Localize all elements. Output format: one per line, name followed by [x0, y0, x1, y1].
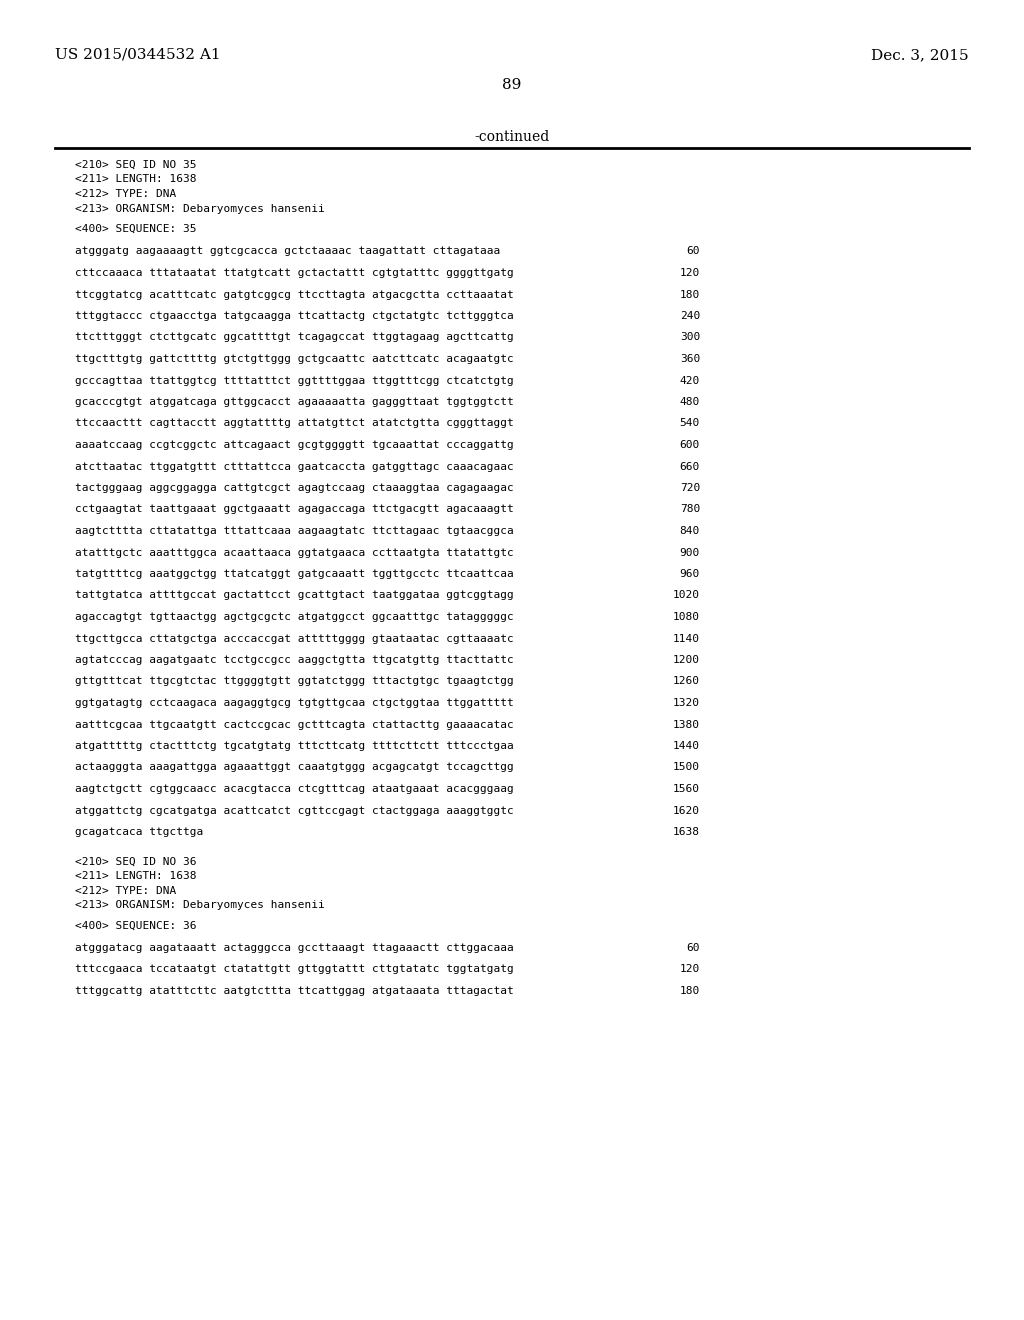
Text: 660: 660: [680, 462, 700, 471]
Text: 1260: 1260: [673, 676, 700, 686]
Text: <211> LENGTH: 1638: <211> LENGTH: 1638: [75, 174, 197, 185]
Text: <210> SEQ ID NO 36: <210> SEQ ID NO 36: [75, 857, 197, 866]
Text: gcacccgtgt atggatcaga gttggcacct agaaaaatta gagggttaat tggtggtctt: gcacccgtgt atggatcaga gttggcacct agaaaaa…: [75, 397, 514, 407]
Text: tatgttttcg aaatggctgg ttatcatggt gatgcaaatt tggttgcctc ttcaattcaa: tatgttttcg aaatggctgg ttatcatggt gatgcaa…: [75, 569, 514, 579]
Text: 120: 120: [680, 268, 700, 279]
Text: 480: 480: [680, 397, 700, 407]
Text: tttggcattg atatttcttc aatgtcttta ttcattggag atgataaata tttagactat: tttggcattg atatttcttc aatgtcttta ttcattg…: [75, 986, 514, 997]
Text: 840: 840: [680, 525, 700, 536]
Text: 720: 720: [680, 483, 700, 492]
Text: 120: 120: [680, 965, 700, 974]
Text: 89: 89: [503, 78, 521, 92]
Text: 180: 180: [680, 986, 700, 997]
Text: 780: 780: [680, 504, 700, 515]
Text: 300: 300: [680, 333, 700, 342]
Text: cctgaagtat taattgaaat ggctgaaatt agagaccaga ttctgacgtt agacaaagtt: cctgaagtat taattgaaat ggctgaaatt agagacc…: [75, 504, 514, 515]
Text: 60: 60: [686, 247, 700, 256]
Text: 1020: 1020: [673, 590, 700, 601]
Text: 60: 60: [686, 942, 700, 953]
Text: actaagggta aaagattgga agaaattggt caaatgtggg acgagcatgt tccagcttgg: actaagggta aaagattgga agaaattggt caaatgt…: [75, 763, 514, 772]
Text: aagtctttta cttatattga tttattcaaa aagaagtatc ttcttagaac tgtaacggca: aagtctttta cttatattga tttattcaaa aagaagt…: [75, 525, 514, 536]
Text: agaccagtgt tgttaactgg agctgcgctc atgatggcct ggcaatttgc tatagggggc: agaccagtgt tgttaactgg agctgcgctc atgatgg…: [75, 612, 514, 622]
Text: <212> TYPE: DNA: <212> TYPE: DNA: [75, 886, 176, 895]
Text: atgggatg aagaaaagtt ggtcgcacca gctctaaaac taagattatt cttagataaa: atgggatg aagaaaagtt ggtcgcacca gctctaaaa…: [75, 247, 501, 256]
Text: gcccagttaa ttattggtcg ttttatttct ggttttggaa ttggtttcgg ctcatctgtg: gcccagttaa ttattggtcg ttttatttct ggttttg…: [75, 375, 514, 385]
Text: <400> SEQUENCE: 36: <400> SEQUENCE: 36: [75, 920, 197, 931]
Text: 1380: 1380: [673, 719, 700, 730]
Text: tttggtaccc ctgaacctga tatgcaagga ttcattactg ctgctatgtc tcttgggtca: tttggtaccc ctgaacctga tatgcaagga ttcatta…: [75, 312, 514, 321]
Text: 900: 900: [680, 548, 700, 557]
Text: 1320: 1320: [673, 698, 700, 708]
Text: <211> LENGTH: 1638: <211> LENGTH: 1638: [75, 871, 197, 880]
Text: agtatcccag aagatgaatc tcctgccgcc aaggctgtta ttgcatgttg ttacttattc: agtatcccag aagatgaatc tcctgccgcc aaggctg…: [75, 655, 514, 665]
Text: 1200: 1200: [673, 655, 700, 665]
Text: aaaatccaag ccgtcggctc attcagaact gcgtggggtt tgcaaattat cccaggattg: aaaatccaag ccgtcggctc attcagaact gcgtggg…: [75, 440, 514, 450]
Text: 540: 540: [680, 418, 700, 429]
Text: 1080: 1080: [673, 612, 700, 622]
Text: 180: 180: [680, 289, 700, 300]
Text: 1638: 1638: [673, 828, 700, 837]
Text: -continued: -continued: [474, 129, 550, 144]
Text: <400> SEQUENCE: 35: <400> SEQUENCE: 35: [75, 224, 197, 234]
Text: atcttaatac ttggatgttt ctttattcca gaatcaccta gatggttagc caaacagaac: atcttaatac ttggatgttt ctttattcca gaatcac…: [75, 462, 514, 471]
Text: tactgggaag aggcggagga cattgtcgct agagtccaag ctaaaggtaa cagagaagac: tactgggaag aggcggagga cattgtcgct agagtcc…: [75, 483, 514, 492]
Text: 240: 240: [680, 312, 700, 321]
Text: cttccaaaca tttataatat ttatgtcatt gctactattt cgtgtatttc ggggttgatg: cttccaaaca tttataatat ttatgtcatt gctacta…: [75, 268, 514, 279]
Text: 600: 600: [680, 440, 700, 450]
Text: <213> ORGANISM: Debaryomyces hansenii: <213> ORGANISM: Debaryomyces hansenii: [75, 900, 325, 909]
Text: ttccaacttt cagttacctt aggtattttg attatgttct atatctgtta cgggttaggt: ttccaacttt cagttacctt aggtattttg attatgt…: [75, 418, 514, 429]
Text: 420: 420: [680, 375, 700, 385]
Text: ggtgatagtg cctcaagaca aagaggtgcg tgtgttgcaa ctgctggtaa ttggattttt: ggtgatagtg cctcaagaca aagaggtgcg tgtgttg…: [75, 698, 514, 708]
Text: aatttcgcaa ttgcaatgtt cactccgcac gctttcagta ctattacttg gaaaacatac: aatttcgcaa ttgcaatgtt cactccgcac gctttca…: [75, 719, 514, 730]
Text: tttccgaaca tccataatgt ctatattgtt gttggtattt cttgtatatc tggtatgatg: tttccgaaca tccataatgt ctatattgtt gttggta…: [75, 965, 514, 974]
Text: 360: 360: [680, 354, 700, 364]
Text: US 2015/0344532 A1: US 2015/0344532 A1: [55, 48, 220, 62]
Text: aagtctgctt cgtggcaacc acacgtacca ctcgtttcag ataatgaaat acacgggaag: aagtctgctt cgtggcaacc acacgtacca ctcgttt…: [75, 784, 514, 795]
Text: ttgcttgcca cttatgctga acccaccgat atttttgggg gtaataatac cgttaaaatc: ttgcttgcca cttatgctga acccaccgat atttttg…: [75, 634, 514, 644]
Text: Dec. 3, 2015: Dec. 3, 2015: [871, 48, 969, 62]
Text: tattgtatca attttgccat gactattcct gcattgtact taatggataa ggtcggtagg: tattgtatca attttgccat gactattcct gcattgt…: [75, 590, 514, 601]
Text: 1560: 1560: [673, 784, 700, 795]
Text: atgatttttg ctactttctg tgcatgtatg tttcttcatg ttttcttctt tttccctgaa: atgatttttg ctactttctg tgcatgtatg tttcttc…: [75, 741, 514, 751]
Text: 960: 960: [680, 569, 700, 579]
Text: ttcggtatcg acatttcatc gatgtcggcg ttccttagta atgacgctta ccttaaatat: ttcggtatcg acatttcatc gatgtcggcg ttcctta…: [75, 289, 514, 300]
Text: <213> ORGANISM: Debaryomyces hansenii: <213> ORGANISM: Debaryomyces hansenii: [75, 203, 325, 214]
Text: ttctttgggt ctcttgcatc ggcattttgt tcagagccat ttggtagaag agcttcattg: ttctttgggt ctcttgcatc ggcattttgt tcagagc…: [75, 333, 514, 342]
Text: atgggatacg aagataaatt actagggcca gccttaaagt ttagaaactt cttggacaaa: atgggatacg aagataaatt actagggcca gccttaa…: [75, 942, 514, 953]
Text: ttgctttgtg gattcttttg gtctgttggg gctgcaattc aatcttcatc acagaatgtc: ttgctttgtg gattcttttg gtctgttggg gctgcaa…: [75, 354, 514, 364]
Text: 1440: 1440: [673, 741, 700, 751]
Text: <210> SEQ ID NO 35: <210> SEQ ID NO 35: [75, 160, 197, 170]
Text: 1500: 1500: [673, 763, 700, 772]
Text: atggattctg cgcatgatga acattcatct cgttccgagt ctactggaga aaaggtggtc: atggattctg cgcatgatga acattcatct cgttccg…: [75, 805, 514, 816]
Text: 1140: 1140: [673, 634, 700, 644]
Text: atatttgctc aaatttggca acaattaaca ggtatgaaca ccttaatgta ttatattgtc: atatttgctc aaatttggca acaattaaca ggtatga…: [75, 548, 514, 557]
Text: gttgtttcat ttgcgtctac ttggggtgtt ggtatctggg tttactgtgc tgaagtctgg: gttgtttcat ttgcgtctac ttggggtgtt ggtatct…: [75, 676, 514, 686]
Text: gcagatcaca ttgcttga: gcagatcaca ttgcttga: [75, 828, 203, 837]
Text: 1620: 1620: [673, 805, 700, 816]
Text: <212> TYPE: DNA: <212> TYPE: DNA: [75, 189, 176, 199]
